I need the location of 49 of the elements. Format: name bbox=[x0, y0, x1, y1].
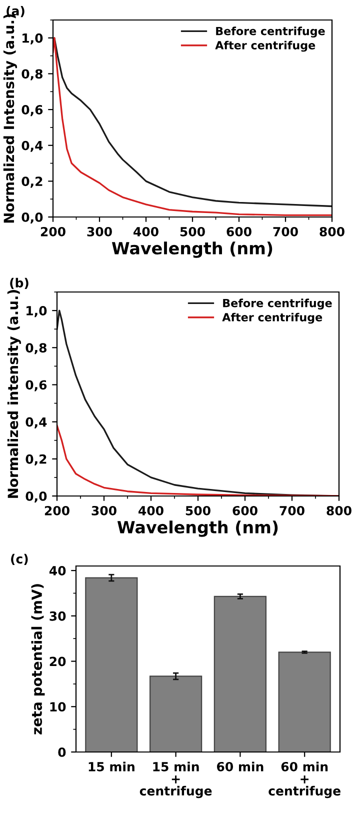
y-tick-label: 0,4 bbox=[22, 140, 43, 152]
y-tick-label: 1,0 bbox=[26, 306, 47, 318]
y-tick-label: 0,0 bbox=[26, 491, 47, 503]
y-tick-label: 0,8 bbox=[22, 69, 43, 80]
bar bbox=[85, 577, 138, 752]
x-tick-label: 300 bbox=[92, 506, 116, 516]
y-tick-label: 30 bbox=[50, 611, 66, 621]
y-tick-label: 20 bbox=[50, 656, 66, 666]
y-axis-title: Normalized intensity (a.u.) bbox=[7, 290, 21, 498]
y-tick-label: 0,0 bbox=[22, 212, 43, 224]
x-tick-label: 800 bbox=[320, 226, 344, 236]
x-tick-label: 200 bbox=[44, 506, 70, 516]
x-tick-label: 15 min bbox=[88, 762, 134, 772]
x-tick-label: 60 min bbox=[216, 762, 264, 772]
x-tick-label: 600 bbox=[232, 506, 258, 516]
legend-label: Before centrifuge bbox=[216, 26, 325, 38]
x-tick-label: 700 bbox=[273, 226, 298, 236]
x-tick-label: 400 bbox=[138, 506, 164, 516]
x-tick-label: 400 bbox=[134, 226, 158, 236]
legend-label: After centrifuge bbox=[222, 312, 322, 324]
x-tick-label: 500 bbox=[180, 226, 205, 236]
y-tick-label: 0,4 bbox=[26, 417, 47, 428]
x-tick-label: 700 bbox=[280, 506, 304, 516]
x-axis-title: Wavelength (nm) bbox=[117, 520, 278, 537]
chart-title: (b) bbox=[10, 278, 28, 290]
x-tick-label: 500 bbox=[186, 506, 210, 516]
bar bbox=[149, 676, 202, 752]
legend-label: Before centrifuge bbox=[223, 298, 332, 310]
y-tick-label: 0 bbox=[58, 747, 66, 757]
x-tick-label: 15 min + centrifuge bbox=[140, 762, 212, 798]
x-tick-label: 60 min + centrifuge bbox=[268, 762, 340, 798]
y-tick-label: 10 bbox=[50, 702, 66, 712]
y-tick-label: 0,2 bbox=[26, 454, 46, 466]
bar bbox=[278, 652, 331, 752]
y-tick-label: 0,2 bbox=[22, 176, 42, 188]
bar bbox=[214, 596, 267, 752]
y-tick-label: 0,6 bbox=[22, 105, 43, 116]
y-tick-label: 0,6 bbox=[26, 380, 47, 392]
y-tick-label: 40 bbox=[49, 566, 66, 576]
x-tick-label: 600 bbox=[226, 226, 252, 236]
legend-label: After centrifuge bbox=[215, 40, 316, 52]
y-tick-label: 0,8 bbox=[26, 343, 47, 354]
chart-title: (c) bbox=[11, 554, 28, 566]
y-axis-title: zeta potential (mV) bbox=[31, 584, 45, 734]
x-tick-label: 300 bbox=[87, 226, 112, 236]
x-tick-label: 800 bbox=[326, 506, 352, 516]
y-tick-label: 1,0 bbox=[22, 33, 43, 44]
x-axis-title: Wavelength (nm) bbox=[112, 242, 272, 258]
x-tick-label: 200 bbox=[40, 226, 66, 236]
